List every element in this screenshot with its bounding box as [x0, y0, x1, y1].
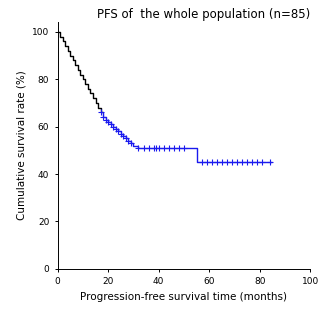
Point	[224, 160, 229, 165]
Point	[103, 117, 108, 122]
Point	[244, 160, 250, 165]
Point	[151, 145, 156, 150]
Point	[199, 160, 204, 165]
Point	[141, 145, 146, 150]
Point	[171, 145, 176, 150]
Point	[181, 145, 187, 150]
Point	[260, 160, 265, 165]
Point	[176, 145, 181, 150]
Point	[98, 110, 103, 115]
Point	[108, 122, 113, 127]
Point	[229, 160, 235, 165]
Point	[126, 138, 131, 143]
Point	[240, 160, 245, 165]
Point	[123, 136, 128, 141]
Point	[235, 160, 240, 165]
Point	[136, 145, 141, 150]
Point	[113, 126, 118, 132]
Point	[214, 160, 220, 165]
Point	[255, 160, 260, 165]
Y-axis label: Cumulative survival rate (%): Cumulative survival rate (%)	[16, 71, 27, 220]
Point	[204, 160, 209, 165]
Point	[128, 141, 133, 146]
Point	[118, 131, 124, 136]
Point	[250, 160, 255, 165]
Point	[146, 145, 151, 150]
Point	[220, 160, 225, 165]
Point	[121, 133, 126, 139]
Text: PFS of  the whole population (n=85): PFS of the whole population (n=85)	[97, 8, 310, 21]
Point	[268, 160, 273, 165]
Point	[100, 115, 106, 120]
X-axis label: Progression-free survival time (months): Progression-free survival time (months)	[81, 292, 287, 302]
Point	[116, 129, 121, 134]
Point	[154, 145, 159, 150]
Point	[156, 145, 161, 150]
Point	[106, 119, 111, 124]
Point	[161, 145, 166, 150]
Point	[111, 124, 116, 129]
Point	[166, 145, 172, 150]
Point	[209, 160, 214, 165]
